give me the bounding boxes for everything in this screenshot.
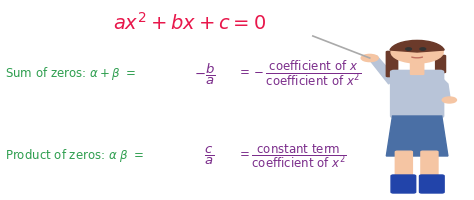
Wedge shape <box>390 40 444 52</box>
Text: $= -\dfrac{\mathrm{coefficient\ of\ }\mathit{x}}{\mathrm{coefficient\ of\ }\math: $= -\dfrac{\mathrm{coefficient\ of\ }\ma… <box>237 60 361 88</box>
Circle shape <box>391 41 443 63</box>
Circle shape <box>406 48 411 50</box>
FancyBboxPatch shape <box>395 151 412 181</box>
FancyBboxPatch shape <box>421 151 438 181</box>
FancyBboxPatch shape <box>391 70 444 118</box>
Text: Product of zeros: $\mathit{\alpha}\ \mathit{\beta}$ $=$: Product of zeros: $\mathit{\alpha}\ \mat… <box>5 148 144 164</box>
FancyBboxPatch shape <box>436 55 446 73</box>
Text: $\mathit{ax}^2 + \mathit{bx} + \mathit{c} = 0$: $\mathit{ax}^2 + \mathit{bx} + \mathit{c… <box>113 12 266 34</box>
Text: $-\dfrac{\mathit{b}}{\mathit{a}}$: $-\dfrac{\mathit{b}}{\mathit{a}}$ <box>194 61 216 87</box>
FancyBboxPatch shape <box>386 51 398 77</box>
Circle shape <box>442 97 456 103</box>
FancyBboxPatch shape <box>419 175 444 193</box>
FancyBboxPatch shape <box>391 175 416 193</box>
Circle shape <box>361 54 378 62</box>
Circle shape <box>420 48 426 50</box>
Text: Sum of zeros: $\mathit{\alpha} + \mathit{\beta}$ $=$: Sum of zeros: $\mathit{\alpha} + \mathit… <box>5 66 136 82</box>
FancyBboxPatch shape <box>410 62 424 74</box>
Polygon shape <box>440 76 450 100</box>
Polygon shape <box>370 56 394 84</box>
Text: $\dfrac{\mathit{c}}{\mathit{a}}$: $\dfrac{\mathit{c}}{\mathit{a}}$ <box>204 145 214 167</box>
Text: $= \dfrac{\mathrm{constant\ term}}{\mathrm{coefficient\ of\ }\mathit{x}^2}$: $= \dfrac{\mathrm{constant\ term}}{\math… <box>237 142 347 170</box>
Polygon shape <box>386 116 448 156</box>
